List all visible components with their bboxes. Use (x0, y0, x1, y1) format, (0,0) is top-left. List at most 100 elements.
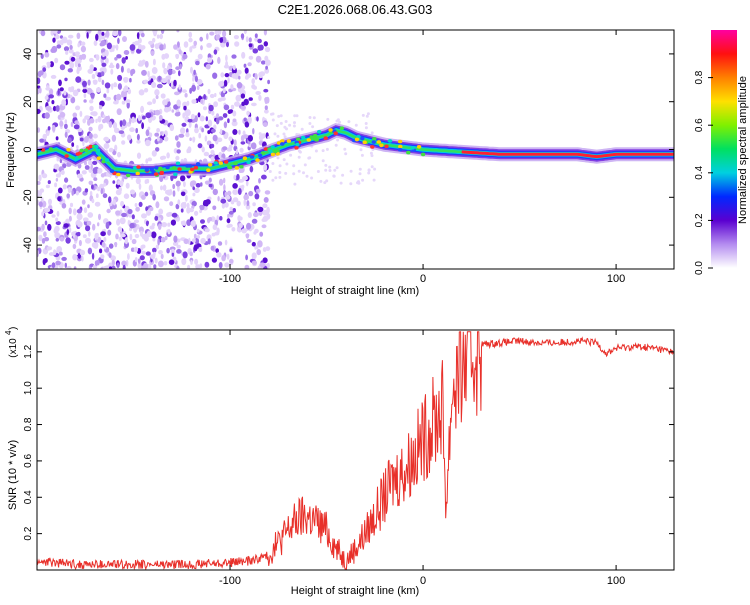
spectrogram-noise-speckle (369, 151, 373, 155)
spectrogram-noise-speckle (233, 35, 239, 40)
spectrogram-ridge-blob (261, 151, 266, 155)
spectrogram-noise-speckle (207, 130, 211, 135)
spectrogram-noise-speckle (125, 99, 131, 104)
spectrogram-noise-speckle (163, 136, 169, 142)
spectrogram-noise-speckle (136, 48, 142, 54)
spectrogram-noise-speckle (91, 73, 96, 80)
spectrogram-noise-speckle (152, 30, 158, 34)
spectrogram-noise-speckle (44, 95, 49, 100)
spectrogram-noise-speckle (82, 118, 86, 124)
spectrogram-noise-speckle (78, 239, 82, 247)
spectrogram-noise-speckle (136, 32, 140, 40)
spectrogram-noise-speckle (214, 30, 218, 35)
spectrogram-ridge-blob (195, 162, 201, 166)
spectrogram-noise-speckle (125, 259, 129, 267)
spectrogram-noise-speckle (147, 70, 150, 78)
spectrogram-noise-speckle (293, 182, 297, 186)
spectrogram-noise-speckle (145, 129, 150, 137)
spectrogram-noise-speckle (55, 32, 59, 40)
spectrogram-noise-speckle (64, 131, 68, 138)
spectrogram-noise-speckle (264, 109, 269, 114)
spectrogram-noise-speckle (139, 255, 145, 261)
spectrogram-ridge-blob (257, 153, 263, 158)
spectrogram-noise-speckle (91, 252, 95, 260)
spectrogram-noise-speckle (138, 44, 143, 50)
spectrogram-noise-speckle (210, 143, 215, 149)
spectrogram-noise-speckle (151, 222, 156, 227)
spectrogram-noise-speckle (141, 233, 148, 240)
spectrogram-noise-speckle (156, 136, 160, 142)
spectrogram-noise-speckle (99, 67, 106, 73)
spectrogram-noise-speckle (103, 93, 107, 98)
spectrogram-noise-speckle (270, 112, 273, 116)
spectrogram-noise-speckle (55, 238, 59, 242)
spectrogram-noise-speckle (332, 174, 336, 178)
spectrogram-noise-speckle (300, 127, 304, 131)
spectrogram-noise-speckle (229, 206, 233, 211)
spectrogram-noise-speckle (89, 57, 94, 63)
spectrogram-noise-speckle (193, 40, 197, 46)
spectrogram-noise-speckle (245, 179, 249, 187)
spectrogram-noise-speckle (47, 180, 51, 185)
spectrogram-noise-speckle (157, 260, 164, 268)
spectrogram-noise-speckle (178, 84, 181, 90)
spectrogram-noise-speckle (116, 54, 122, 59)
spectrogram-noise-speckle (228, 136, 233, 142)
spectrogram-noise-speckle (43, 258, 48, 263)
spectrogram-noise-speckle (141, 194, 146, 200)
spectrogram-noise-speckle (117, 151, 121, 158)
spectrogram-noise-speckle (176, 249, 182, 254)
spectrogram-noise-speckle (167, 79, 171, 85)
spectrogram-noise-speckle (59, 64, 66, 71)
spectrogram-noise-speckle (115, 210, 121, 216)
spectrogram-noise-speckle (213, 124, 217, 130)
spectrogram-noise-speckle (46, 246, 51, 251)
spectrogram-noise-speckle (188, 37, 193, 43)
spectrogram-ridge-blob (356, 134, 361, 139)
spectrogram-noise-speckle (69, 94, 73, 99)
spectrogram-noise-speckle (90, 111, 96, 116)
spectrogram-noise-speckle (65, 50, 69, 55)
spectrogram-noise-speckle (219, 128, 223, 135)
spectrogram-y-tick-label: -40 (22, 237, 34, 253)
spectrogram-noise-speckle (276, 134, 280, 138)
spectrogram-noise-speckle (38, 201, 43, 208)
spectrogram-ridge-blob (323, 136, 328, 140)
spectrogram-noise-speckle (279, 114, 283, 118)
spectrogram-noise-speckle (112, 180, 116, 184)
colorbar-tick-label: 0.4 (694, 165, 705, 179)
spectrogram-noise-speckle (137, 62, 144, 67)
spectrogram-noise-speckle (251, 218, 258, 224)
spectrogram-noise-speckle (205, 116, 208, 122)
spectrogram-noise-speckle (297, 149, 301, 153)
spectrogram-noise-speckle (124, 237, 129, 245)
spectrogram-noise-speckle (162, 62, 166, 69)
spectrogram-noise-speckle (77, 63, 81, 68)
spectrogram-noise-speckle (158, 114, 163, 121)
spectrogram-ridge-blob (91, 151, 96, 155)
spectrogram-ridge-blob (96, 156, 102, 160)
spectrogram-noise-speckle (134, 257, 138, 263)
spectrogram-noise-speckle (83, 136, 89, 143)
spectrogram-noise-speckle (55, 105, 60, 112)
spectrogram-noise-speckle (136, 133, 140, 141)
spectrogram-ridge-blob (101, 159, 106, 164)
spectrogram-noise-speckle (204, 135, 208, 142)
spectrogram-noise-speckle (252, 85, 257, 90)
spectrogram-noise-speckle (241, 101, 246, 107)
spectrogram-noise-speckle (72, 254, 78, 261)
spectrogram-noise-speckle (160, 253, 164, 260)
spectrogram-noise-speckle (216, 113, 219, 118)
spectrogram-noise-speckle (127, 88, 132, 95)
spectrogram-noise-speckle (71, 142, 75, 147)
spectrogram-noise-speckle (68, 207, 72, 215)
snr-y-tick-label: 0.4 (23, 490, 34, 504)
spectrogram-noise-speckle (229, 258, 234, 264)
spectrogram-noise-speckle (204, 228, 210, 233)
spectrogram-noise-speckle (319, 179, 323, 183)
spectrogram-noise-speckle (216, 227, 220, 235)
spectrogram-noise-speckle (262, 133, 266, 139)
spectrogram-noise-speckle (257, 206, 264, 212)
spectrogram-noise-speckle (113, 82, 118, 88)
